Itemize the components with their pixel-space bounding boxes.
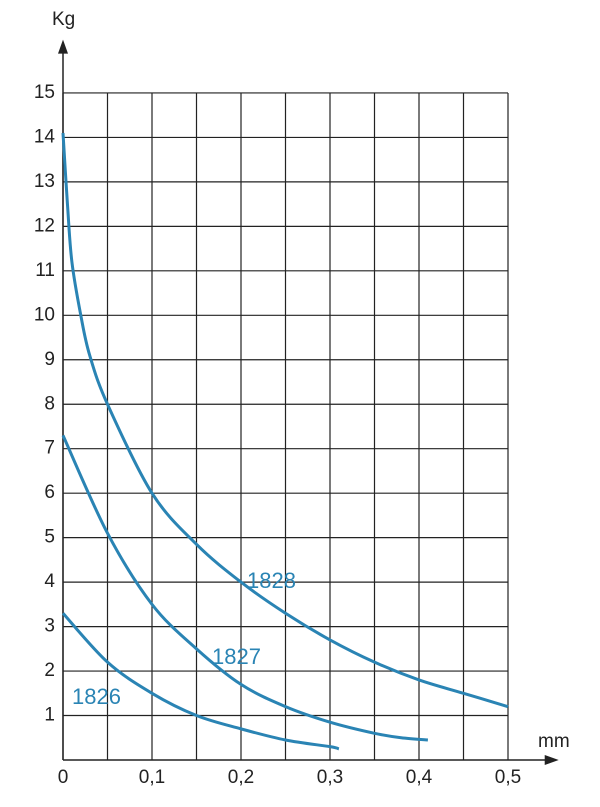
series-label: 1827 xyxy=(212,644,261,669)
y-tick-label: 15 xyxy=(34,82,55,103)
y-tick-label: 8 xyxy=(44,393,55,414)
x-axis-label: mm xyxy=(538,731,570,752)
x-tick-label: 0,5 xyxy=(495,767,521,788)
y-tick-label: 7 xyxy=(44,438,55,459)
y-tick-label: 11 xyxy=(35,260,55,281)
x-tick-label: 0,2 xyxy=(228,767,254,788)
x-tick-label: 0,1 xyxy=(139,767,165,788)
x-tick-label: 0,4 xyxy=(406,767,433,788)
y-axis-arrow xyxy=(58,39,68,54)
x-axis-arrow xyxy=(544,755,559,765)
y-tick-label: 3 xyxy=(44,616,55,637)
y-tick-label: 9 xyxy=(44,349,55,370)
y-tick-label: 2 xyxy=(44,660,55,681)
y-tick-label: 12 xyxy=(34,215,55,236)
line xyxy=(61,612,340,751)
line xyxy=(61,132,509,709)
y-tick-label: 1 xyxy=(44,705,55,726)
x-tick-label: 0 xyxy=(58,767,69,788)
y-tick-label: 13 xyxy=(34,171,55,192)
y-tick-label: 6 xyxy=(44,482,55,503)
y-tick-label: 14 xyxy=(34,126,56,147)
y-tick-label: 4 xyxy=(44,571,55,592)
line xyxy=(61,434,429,742)
y-tick-label: 10 xyxy=(34,304,55,325)
series-label: 1826 xyxy=(72,684,121,709)
series-label: 1828 xyxy=(247,568,296,593)
x-tick-label: 0,3 xyxy=(317,767,343,788)
y-axis-label: Kg xyxy=(52,9,75,30)
y-tick-label: 5 xyxy=(44,527,55,548)
